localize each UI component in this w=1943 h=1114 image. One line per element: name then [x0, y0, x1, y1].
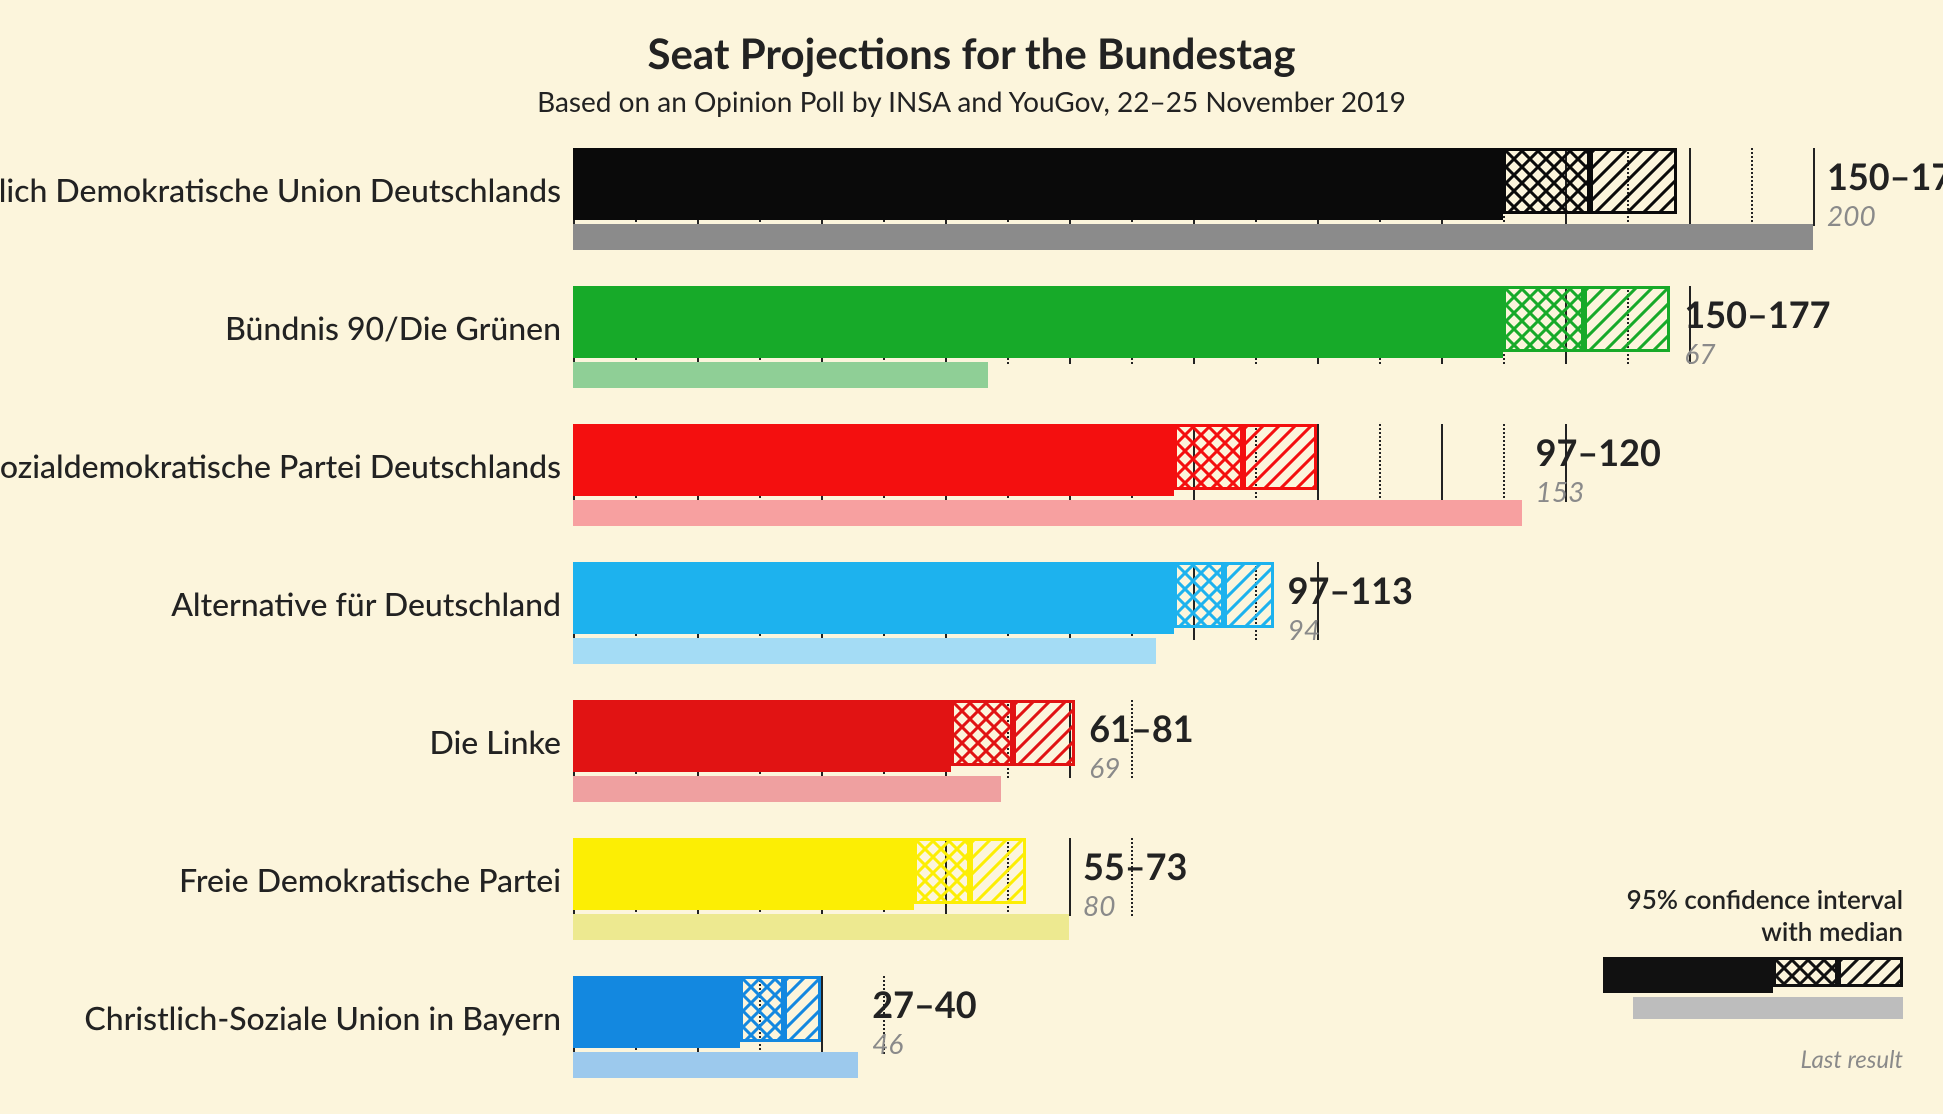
- legend-swatch: [1603, 957, 1903, 1017]
- ci-bar-diaghatch: [784, 976, 821, 1042]
- range-label: 61–81: [1089, 706, 1193, 750]
- ci-bar-solid: [573, 148, 1503, 220]
- last-result-bar: [573, 224, 1813, 250]
- ci-bar-crosshatch: [951, 700, 1013, 766]
- party-row: Bündnis 90/Die Grünen 150–17767: [0, 286, 1943, 406]
- ci-bar-solid: [573, 700, 951, 772]
- ci-bar-solid: [573, 562, 1174, 634]
- ci-bar-diaghatch: [970, 838, 1026, 904]
- party-label: Bündnis 90/Die Grünen: [225, 308, 561, 347]
- chart-subtitle: Based on an Opinion Poll by INSA and You…: [0, 84, 1943, 118]
- party-row: Die Linke 61–8169: [0, 700, 1943, 820]
- legend-line-1: 95% confidence interval: [1603, 883, 1903, 915]
- range-label: 150–177: [1684, 292, 1830, 336]
- last-result-label: 67: [1684, 336, 1715, 370]
- last-result-label: 80: [1083, 888, 1115, 922]
- legend-diag-bar: [1838, 957, 1903, 987]
- gridline: [1317, 424, 1319, 502]
- party-label: Sozialdemokratische Partei Deutschlands: [0, 446, 561, 485]
- ci-bar-solid: [573, 838, 914, 910]
- party-label: Die Linke: [429, 722, 561, 761]
- gridline: [1751, 148, 1753, 226]
- last-result-bar: [573, 362, 988, 388]
- last-result-bar: [573, 1052, 858, 1078]
- ci-bar-crosshatch: [914, 838, 970, 904]
- last-result-bar: [573, 776, 1001, 802]
- chart-title: Seat Projections for the Bundestag: [0, 0, 1943, 78]
- gridline: [1069, 838, 1071, 916]
- last-result-bar: [573, 500, 1522, 526]
- party-row: Sozialdemokratische Partei Deutschlands 9…: [0, 424, 1943, 544]
- range-label: 27–40: [872, 982, 976, 1026]
- gridline: [821, 976, 823, 1054]
- party-row: Christlich Demokratische Union Deutschla…: [0, 148, 1943, 268]
- legend-last-bar: [1633, 997, 1903, 1019]
- ci-bar-diaghatch: [1243, 424, 1317, 490]
- copyright-label: © 2021 Filip van Laenen: [1915, 0, 1939, 1114]
- legend-cross-bar: [1773, 957, 1838, 987]
- last-result-label: 46: [872, 1026, 903, 1060]
- last-result-label: 200: [1827, 198, 1876, 232]
- last-result-bar: [573, 638, 1156, 664]
- ci-bar-solid: [573, 976, 740, 1048]
- party-label: Freie Demokratische Partei: [179, 860, 561, 899]
- gridline: [1503, 424, 1505, 502]
- range-label: 97–113: [1288, 568, 1413, 612]
- last-result-label: 69: [1089, 750, 1120, 784]
- ci-bar-solid: [573, 286, 1503, 358]
- range-label: 97–120: [1536, 430, 1661, 474]
- last-result-label: 153: [1536, 474, 1585, 508]
- party-label: Christlich Demokratische Union Deutschla…: [0, 170, 561, 209]
- ci-bar-diaghatch: [1584, 286, 1671, 352]
- ci-bar-crosshatch: [1174, 562, 1224, 628]
- ci-bar-crosshatch: [1503, 286, 1584, 352]
- party-label: Alternative für Deutschland: [171, 584, 561, 623]
- party-row: Alternative für Deutschland 97–11394: [0, 562, 1943, 682]
- legend-last-caption: Last result: [1603, 1045, 1903, 1074]
- ci-bar-diaghatch: [1590, 148, 1677, 214]
- ci-bar-crosshatch: [1503, 148, 1590, 214]
- range-label: 55–73: [1083, 844, 1187, 888]
- legend-solid-bar: [1603, 957, 1773, 993]
- gridline: [1379, 424, 1381, 502]
- gridline: [1813, 148, 1815, 226]
- last-result-label: 94: [1288, 612, 1320, 646]
- ci-bar-crosshatch: [740, 976, 783, 1042]
- chart-legend: 95% confidence interval with median Last…: [1603, 883, 1903, 1074]
- ci-bar-solid: [573, 424, 1174, 496]
- party-label: Christlich-Soziale Union in Bayern: [84, 998, 561, 1037]
- gridline: [1441, 424, 1443, 502]
- legend-line-2: with median: [1603, 915, 1903, 947]
- gridline: [1689, 148, 1691, 226]
- ci-bar-diaghatch: [1224, 562, 1274, 628]
- ci-bar-diaghatch: [1013, 700, 1075, 766]
- last-result-bar: [573, 914, 1069, 940]
- ci-bar-crosshatch: [1174, 424, 1242, 490]
